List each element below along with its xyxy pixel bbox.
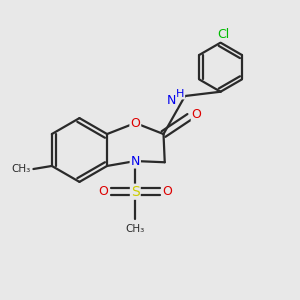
Text: O: O (98, 185, 108, 198)
Text: O: O (162, 185, 172, 198)
Text: N: N (130, 154, 140, 167)
Text: O: O (192, 108, 202, 121)
Text: O: O (130, 116, 140, 130)
Text: N: N (167, 94, 176, 107)
Text: H: H (176, 88, 184, 99)
Text: CH₃: CH₃ (11, 164, 30, 174)
Text: Cl: Cl (218, 28, 230, 40)
Text: S: S (131, 185, 140, 199)
Text: CH₃: CH₃ (126, 224, 145, 234)
